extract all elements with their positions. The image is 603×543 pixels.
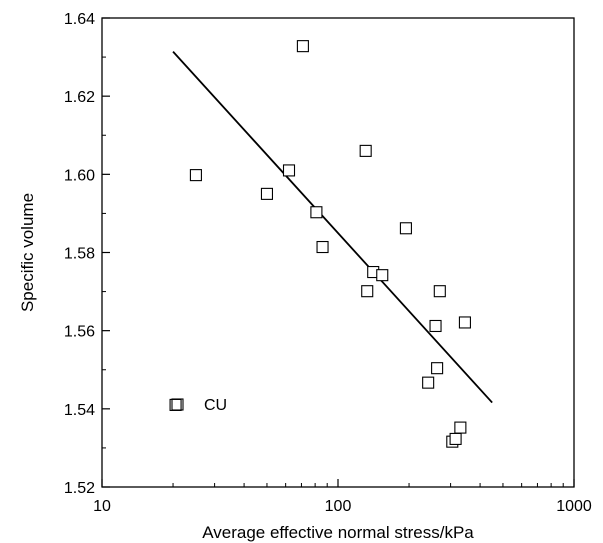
y-tick-label: 1.52 [64, 480, 95, 497]
y-tick-label: 1.58 [64, 246, 95, 263]
axis-ticks [101, 17, 575, 488]
data-point [422, 376, 435, 389]
data-point [449, 432, 462, 445]
x-axis-label: Average effective normal stress/kPa [202, 523, 474, 542]
y-tick-label: 1.56 [64, 324, 95, 341]
data-point [429, 319, 442, 333]
data-point [282, 164, 296, 177]
plot-frame [101, 17, 575, 488]
x-tick-label: 100 [325, 498, 352, 515]
y-tick-label: 1.62 [64, 89, 95, 106]
data-point [399, 222, 412, 235]
legend-label-cu: CU [204, 397, 227, 414]
legend: CU [171, 397, 227, 414]
data-point [458, 316, 471, 329]
tick-labels: 10 100 1000 1.52 1.54 1.56 1.58 1.60 1.62 1.64 [64, 11, 592, 515]
y-tick-label: 1.64 [64, 11, 95, 28]
data-points [169, 40, 471, 448]
legend-marker-cu [171, 398, 184, 411]
y-tick-label: 1.54 [64, 402, 95, 419]
y-tick-label: 1.60 [64, 167, 95, 184]
data-point [433, 285, 446, 298]
data-point [189, 169, 202, 182]
data-point [296, 40, 309, 53]
data-point [260, 187, 274, 200]
data-point [310, 206, 323, 219]
data-point [359, 144, 372, 157]
data-point [316, 240, 329, 254]
fit-line [172, 51, 493, 404]
x-tick-label: 10 [93, 498, 111, 515]
data-point [454, 421, 467, 434]
data-point [376, 269, 389, 282]
y-axis-label: Specific volume [18, 193, 37, 312]
x-tick-label: 1000 [556, 498, 592, 515]
data-point [361, 285, 374, 298]
data-point [431, 362, 444, 375]
